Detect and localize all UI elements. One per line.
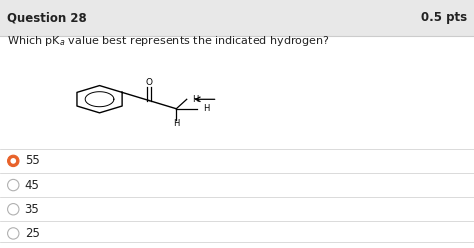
Ellipse shape (8, 228, 19, 239)
Text: 0.5 pts: 0.5 pts (421, 11, 467, 25)
Text: H: H (203, 104, 209, 113)
Text: Which pK$_a$ value best represents the indicated hydrogen?: Which pK$_a$ value best represents the i… (7, 34, 330, 48)
Ellipse shape (10, 158, 16, 164)
Text: H: H (192, 95, 199, 104)
Text: 45: 45 (25, 179, 39, 191)
Text: 25: 25 (25, 227, 39, 240)
Text: O: O (146, 78, 153, 87)
Text: 55: 55 (25, 155, 39, 167)
Bar (0, 0, 474, 36)
Text: Question 28: Question 28 (7, 11, 87, 25)
Text: 35: 35 (25, 203, 39, 216)
Text: H: H (173, 119, 180, 128)
Ellipse shape (8, 155, 19, 167)
Ellipse shape (8, 179, 19, 191)
Ellipse shape (8, 204, 19, 215)
